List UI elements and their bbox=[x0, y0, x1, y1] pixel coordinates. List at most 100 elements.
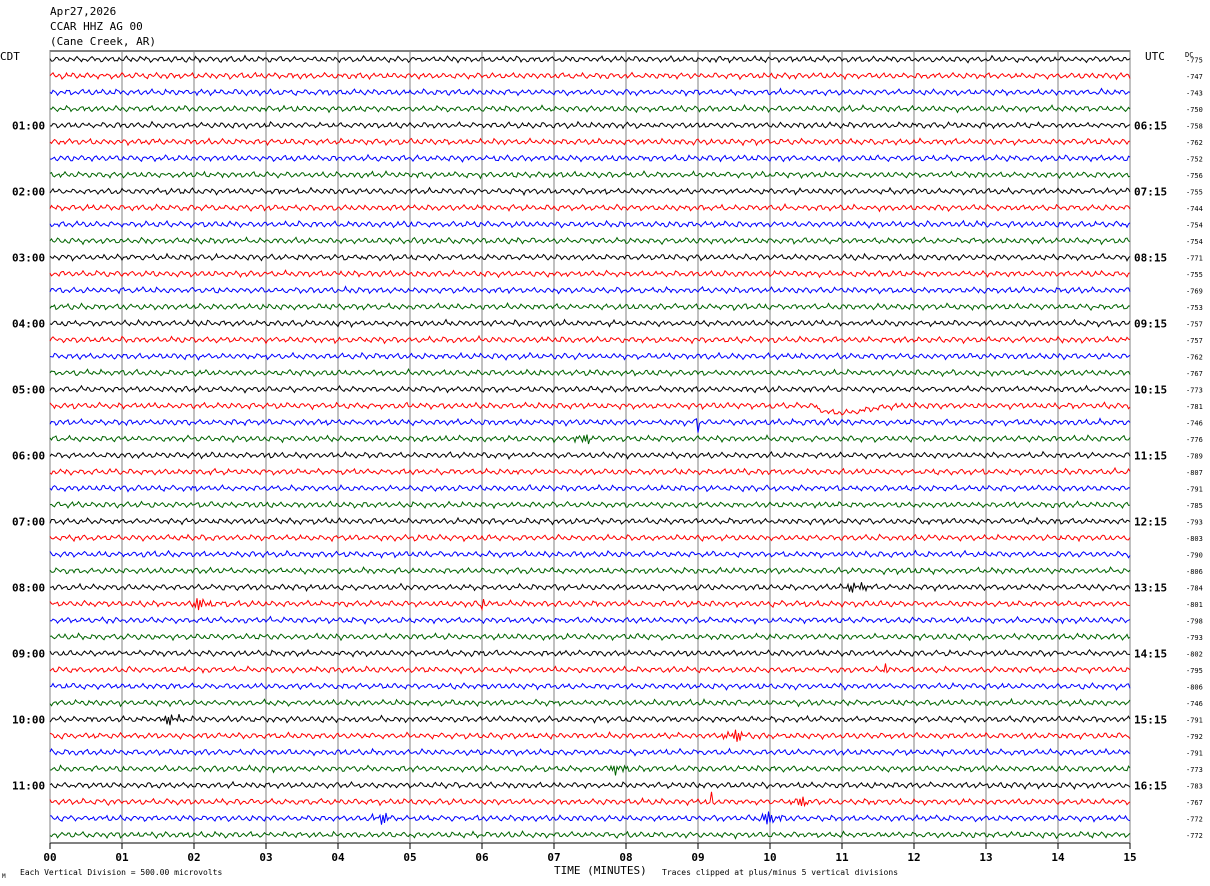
right-hour-label: 13:15 bbox=[1134, 581, 1167, 594]
right-timezone-label: UTC bbox=[1145, 50, 1165, 63]
dc-offset-label: -775 bbox=[1186, 56, 1203, 64]
seismic-trace bbox=[49, 450, 1131, 460]
left-hour-label: 07:00 bbox=[12, 515, 45, 528]
seismic-trace bbox=[49, 663, 1131, 675]
left-hour-label: 11:00 bbox=[12, 779, 45, 792]
label-group: 00 01 02 03 04 05 06 07 08 09 10 11 12 13 14 15 -775 -747… bbox=[12, 56, 1203, 864]
seismic-trace bbox=[49, 780, 1131, 790]
dc-offset-label: -769 bbox=[1186, 287, 1203, 295]
grid-lines bbox=[49, 50, 1131, 849]
right-hour-label: 15:15 bbox=[1134, 713, 1167, 726]
seismic-trace bbox=[49, 120, 1131, 130]
seismic-trace bbox=[49, 269, 1131, 279]
x-tick-label: 03 bbox=[259, 851, 272, 864]
seismic-trace bbox=[49, 434, 1131, 445]
right-hour-label: 09:15 bbox=[1134, 317, 1167, 330]
plot-frame bbox=[49, 50, 1131, 844]
dc-offset-label: -762 bbox=[1186, 353, 1203, 361]
dc-offset-label: -806 bbox=[1186, 568, 1203, 576]
scale-note: Each Vertical Division = 500.00 microvol… bbox=[20, 868, 222, 877]
x-tick-label: 01 bbox=[115, 851, 129, 864]
left-hour-label: 10:00 bbox=[12, 713, 45, 726]
seismic-trace bbox=[49, 252, 1131, 262]
x-tick-label: 09 bbox=[691, 851, 704, 864]
seismic-trace bbox=[49, 334, 1131, 345]
left-timezone-label: CDT bbox=[0, 50, 20, 63]
dc-offset-label: -791 bbox=[1186, 749, 1203, 757]
dc-offset-label: -757 bbox=[1186, 337, 1203, 345]
seismic-trace bbox=[49, 71, 1131, 81]
seismic-trace bbox=[49, 384, 1131, 394]
dc-offset-label: -773 bbox=[1186, 766, 1203, 774]
right-hour-label: 14:15 bbox=[1134, 647, 1167, 660]
trace-group bbox=[49, 54, 1131, 840]
seismic-trace bbox=[49, 597, 1131, 612]
seismic-trace bbox=[49, 466, 1131, 476]
left-hour-label: 02:00 bbox=[12, 185, 45, 198]
station-label: CCAR HHZ AG 00 bbox=[50, 20, 143, 33]
seismic-trace bbox=[49, 830, 1131, 840]
dc-offset-label: -789 bbox=[1186, 452, 1203, 460]
dc-offset-label: -783 bbox=[1186, 782, 1203, 790]
dc-offset-label: -793 bbox=[1186, 518, 1203, 526]
dc-offset-label: -792 bbox=[1186, 733, 1203, 741]
seismic-trace bbox=[49, 318, 1131, 329]
dc-offset-label: -776 bbox=[1186, 436, 1203, 444]
x-tick-label: 04 bbox=[331, 851, 345, 864]
dc-offset-label: -746 bbox=[1186, 419, 1203, 427]
dc-offset-label: -758 bbox=[1186, 122, 1203, 130]
seismic-trace bbox=[49, 236, 1131, 246]
dc-offset-label: -767 bbox=[1186, 370, 1203, 378]
corner-mark: M bbox=[2, 873, 6, 880]
seismic-trace bbox=[49, 615, 1131, 625]
seismic-trace bbox=[49, 648, 1131, 658]
dc-offset-label: -743 bbox=[1186, 89, 1203, 97]
dc-offset-label: -772 bbox=[1186, 815, 1203, 823]
seismic-trace bbox=[49, 285, 1131, 295]
right-hour-label: 06:15 bbox=[1134, 119, 1167, 132]
dc-offset-label: -803 bbox=[1186, 535, 1203, 543]
dc-offset-label: -754 bbox=[1186, 238, 1203, 246]
dc-offset-label: -781 bbox=[1186, 403, 1203, 411]
seismic-trace bbox=[49, 533, 1131, 543]
x-tick-label: 10 bbox=[763, 851, 776, 864]
right-hour-label: 11:15 bbox=[1134, 449, 1167, 462]
seismic-trace bbox=[49, 811, 1131, 825]
x-tick-label: 02 bbox=[187, 851, 200, 864]
date-label: Apr27,2026 bbox=[50, 5, 117, 18]
seismic-trace bbox=[49, 483, 1131, 493]
dc-offset-label: -747 bbox=[1186, 73, 1203, 81]
dc-offset-label: -767 bbox=[1186, 799, 1203, 807]
dc-offset-label: -755 bbox=[1186, 271, 1203, 279]
dc-offset-label: -773 bbox=[1186, 386, 1203, 394]
location-label: (Cane Creek, AR) bbox=[50, 35, 156, 48]
seismic-trace bbox=[49, 302, 1131, 312]
dc-offset-label: -752 bbox=[1186, 155, 1203, 163]
x-tick-label: 07 bbox=[547, 851, 560, 864]
seismic-trace bbox=[49, 401, 1131, 416]
left-hour-label: 03:00 bbox=[12, 251, 45, 264]
dc-offset-label: -750 bbox=[1186, 106, 1203, 114]
seismic-trace bbox=[49, 516, 1131, 526]
seismic-trace bbox=[49, 791, 1131, 808]
x-axis-title: TIME (MINUTES) bbox=[554, 864, 647, 877]
dc-offset-label: -802 bbox=[1186, 650, 1203, 658]
seismic-trace bbox=[49, 186, 1131, 197]
dc-offset-label: -762 bbox=[1186, 139, 1203, 147]
seismic-trace bbox=[49, 367, 1131, 378]
dc-offset-label: -791 bbox=[1186, 485, 1203, 493]
dc-offset-label: -790 bbox=[1186, 551, 1203, 559]
dc-offset-label: -806 bbox=[1186, 683, 1203, 691]
x-tick-label: 13 bbox=[979, 851, 992, 864]
dc-offset-label: -807 bbox=[1186, 469, 1203, 477]
seismic-trace bbox=[49, 351, 1131, 361]
seismic-trace bbox=[49, 54, 1131, 64]
seismic-trace bbox=[49, 682, 1131, 691]
seismic-trace bbox=[49, 632, 1131, 642]
dc-offset-label: -754 bbox=[1186, 221, 1203, 229]
x-tick-label: 12 bbox=[907, 851, 920, 864]
dc-offset-label: -756 bbox=[1186, 172, 1203, 180]
seismic-trace bbox=[49, 713, 1131, 726]
left-hour-label: 01:00 bbox=[12, 119, 45, 132]
seismic-trace bbox=[49, 87, 1131, 97]
